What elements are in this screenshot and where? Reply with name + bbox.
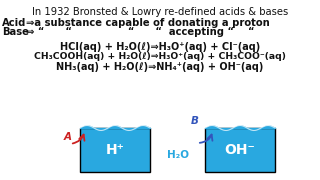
Text: ⇒a substance capable of donating a proton: ⇒a substance capable of donating a proto…: [26, 18, 270, 28]
Bar: [80, 128, 150, 172]
Text: A: A: [64, 132, 72, 142]
Text: Base: Base: [2, 27, 29, 37]
Text: H₂O: H₂O: [166, 150, 188, 160]
Text: HCl(aq) + H₂O(ℓ)⇒H₃O⁺(aq) + Cl⁻(aq): HCl(aq) + H₂O(ℓ)⇒H₃O⁺(aq) + Cl⁻(aq): [60, 42, 260, 52]
Text: CH₃COOH(aq) + H₂O(ℓ)⇒H₃O⁺(aq) + CH₃COO⁻(aq): CH₃COOH(aq) + H₂O(ℓ)⇒H₃O⁺(aq) + CH₃COO⁻(…: [34, 52, 286, 61]
Text: ⇒ “      “                “      “  accepting “    “: ⇒ “ “ “ “ accepting “ “: [26, 27, 254, 37]
Bar: [205, 128, 275, 172]
Text: B: B: [191, 116, 199, 126]
Text: In 1932 Bronsted & Lowry re-defined acids & bases: In 1932 Bronsted & Lowry re-defined acid…: [32, 7, 288, 17]
Text: Acid: Acid: [2, 18, 26, 28]
Text: OH⁻: OH⁻: [225, 143, 255, 157]
Text: H⁺: H⁺: [106, 143, 124, 157]
Text: NH₃(aq) + H₂O(ℓ)⇒NH₄⁺(aq) + OH⁻(aq): NH₃(aq) + H₂O(ℓ)⇒NH₄⁺(aq) + OH⁻(aq): [56, 62, 264, 72]
